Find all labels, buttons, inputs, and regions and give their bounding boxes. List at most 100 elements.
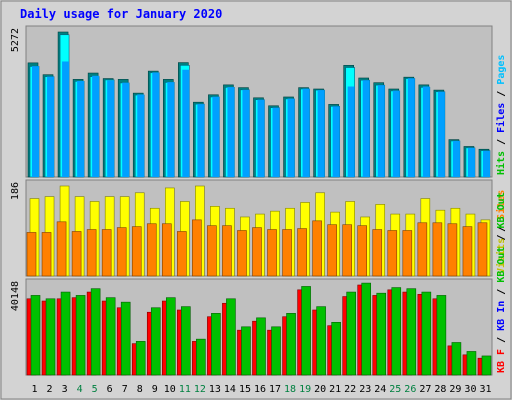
- pages-bar: [62, 61, 70, 177]
- sites-bar: [116, 227, 127, 277]
- day-bars-3: [57, 31, 70, 178]
- sites-bar: [192, 219, 202, 277]
- day-bars-17: [267, 210, 280, 277]
- x-tick-label: 13: [209, 384, 221, 395]
- pages-bar: [377, 85, 385, 177]
- kbout-bar: [45, 298, 56, 376]
- kbout-bar: [105, 297, 116, 376]
- x-tick-label: 14: [224, 384, 236, 395]
- kbout-bar: [211, 313, 221, 376]
- sites-bar: [432, 222, 443, 277]
- kbout-bar: [196, 338, 206, 376]
- day-bars-11: [177, 306, 191, 376]
- day-bars-12: [192, 185, 205, 277]
- pages-bar: [182, 69, 190, 177]
- sites-bar: [462, 226, 473, 277]
- day-bars-8: [131, 192, 145, 277]
- kbout-bar: [391, 287, 402, 376]
- day-bars-4: [72, 79, 85, 178]
- day-bars-16: [252, 213, 265, 277]
- sites-bar: [477, 222, 488, 277]
- day-bars-22: [342, 291, 356, 376]
- sites-bar: [26, 232, 37, 277]
- sites-bar: [252, 227, 262, 277]
- day-bars-27: [417, 198, 431, 277]
- day-bars-21: [327, 211, 340, 277]
- pages-bar: [167, 82, 175, 177]
- x-tick-label: 21: [329, 384, 341, 395]
- day-bars-13: [207, 206, 220, 277]
- day-bars-26: [402, 213, 416, 277]
- panel-visits: 186 Visits / Sites: [10, 179, 507, 277]
- x-tick-label: 9: [152, 384, 158, 395]
- pages-bar: [152, 72, 160, 177]
- sites-bar: [146, 223, 157, 277]
- day-bars-4: [71, 295, 86, 376]
- x-tick-label: 12: [194, 384, 206, 395]
- pages-bar: [347, 86, 355, 177]
- x-tick-label: 25: [389, 384, 401, 395]
- pages-bar: [197, 104, 205, 177]
- sites-bar: [86, 229, 97, 277]
- legend-entry: Sites: [495, 190, 507, 220]
- pages-bar: [272, 107, 280, 177]
- panel-legend: Hits / Files / Pages: [495, 55, 507, 175]
- pages-bar: [317, 90, 325, 177]
- panel-legend: KB F / KB In / KB Out / KB Out: [496, 192, 507, 373]
- day-bars-8: [132, 92, 145, 178]
- sites-bar: [297, 228, 307, 277]
- kbout-bar: [436, 295, 447, 376]
- day-bars-6: [102, 78, 115, 178]
- day-bars-19: [297, 202, 310, 277]
- pages-bar: [467, 147, 475, 177]
- sites-bar: [447, 223, 458, 277]
- day-bars-1: [26, 295, 41, 376]
- day-bars-24: [372, 204, 386, 277]
- legend-entry: Hits: [495, 151, 507, 175]
- x-tick-label: 18: [284, 384, 296, 395]
- pages-bar: [32, 66, 39, 177]
- sites-bar: [161, 223, 172, 277]
- day-bars-20: [312, 192, 325, 277]
- sites-bar: [222, 225, 232, 277]
- kbout-bar: [346, 291, 356, 376]
- day-bars-29: [447, 207, 461, 277]
- x-tick-label: 15: [239, 384, 251, 395]
- day-bars-7: [116, 301, 131, 376]
- kbout-bar: [376, 292, 387, 376]
- y-max-label: 186: [10, 182, 21, 200]
- day-bars-14: [222, 207, 235, 277]
- day-bars-18: [282, 207, 295, 277]
- day-bars-9: [147, 70, 160, 178]
- sites-bar: [387, 230, 398, 277]
- x-tick-label: 10: [164, 384, 176, 395]
- day-bars-29: [448, 139, 461, 178]
- day-bars-19: [297, 286, 311, 376]
- day-bars-24: [373, 82, 386, 178]
- sites-bar: [312, 220, 322, 277]
- kbout-bar: [90, 288, 101, 376]
- sites-bar: [237, 230, 247, 277]
- sites-bar: [342, 224, 352, 277]
- day-bars-26: [403, 76, 416, 178]
- day-bars-20: [313, 88, 325, 178]
- y-max-label: 40148: [10, 281, 21, 311]
- chart-panels: 5272 Hits / Files / Pages 186 Visits / Site…: [10, 25, 507, 376]
- day-bars-25: [387, 287, 402, 376]
- sites-bar: [372, 229, 383, 277]
- pages-bar: [242, 89, 250, 177]
- x-tick-label: 30: [464, 384, 476, 395]
- legend-entry: /: [496, 220, 507, 238]
- day-bars-7: [117, 79, 130, 178]
- legend-entry: KB In: [496, 301, 507, 331]
- day-bars-5: [87, 72, 100, 178]
- x-tick-label: 31: [479, 384, 491, 395]
- day-bars-18: [283, 96, 295, 178]
- legend-entry: /: [496, 228, 507, 246]
- kbout-bar: [165, 297, 176, 376]
- pages-bar: [137, 94, 145, 177]
- pages-bar: [422, 86, 430, 177]
- day-bars-4: [71, 196, 85, 277]
- x-tick-label: 23: [359, 384, 371, 395]
